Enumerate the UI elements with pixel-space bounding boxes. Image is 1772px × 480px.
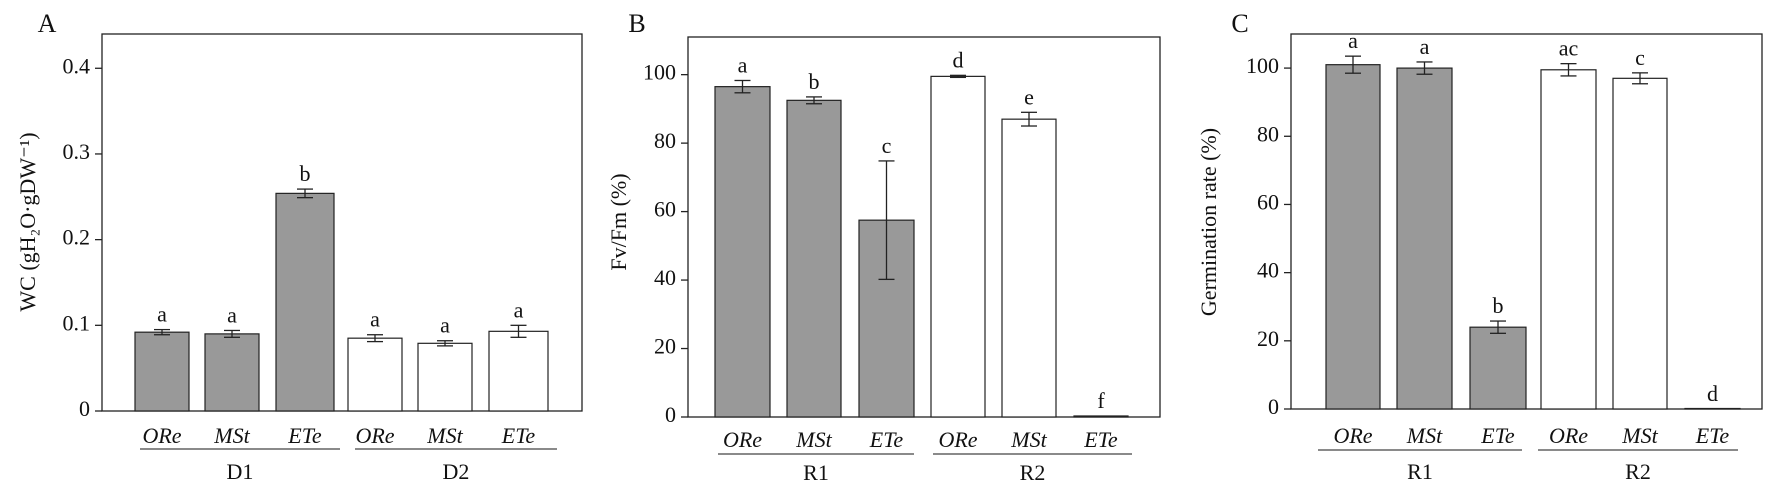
y-tick-label: 0 — [79, 396, 90, 421]
y-tick-label: 40 — [1257, 258, 1279, 283]
significance-label: e — [1024, 84, 1034, 109]
significance-label: d — [1707, 381, 1718, 406]
category-label: ORe — [723, 427, 762, 452]
significance-label: a — [157, 302, 167, 327]
category-label: ETe — [1083, 427, 1118, 452]
y-tick-label: 100 — [1246, 53, 1279, 78]
significance-label: a — [1420, 34, 1430, 59]
group-label: D1 — [227, 459, 254, 480]
significance-label: a — [738, 52, 748, 77]
panel-letter: B — [628, 9, 645, 38]
significance-label: b — [300, 161, 311, 186]
category-label: ORe — [142, 423, 181, 448]
category-label: ETe — [869, 427, 904, 452]
significance-label: a — [514, 297, 524, 322]
bar — [786, 99, 842, 418]
bar — [1684, 407, 1741, 410]
significance-label: a — [227, 302, 237, 327]
y-tick-label: 20 — [654, 334, 676, 359]
group-label: R1 — [1407, 459, 1433, 480]
significance-label: d — [953, 47, 964, 72]
y-axis-label: WC (gH₂O·gDW⁻¹) — [15, 132, 40, 311]
y-tick-label: 100 — [643, 60, 676, 85]
bar — [1396, 67, 1453, 410]
bar — [417, 342, 473, 412]
y-tick-label: 60 — [654, 197, 676, 222]
bar — [1612, 77, 1668, 410]
bar — [1001, 118, 1057, 418]
y-tick-label: 0.1 — [63, 310, 91, 335]
y-tick-label: 80 — [654, 128, 676, 153]
bar — [1073, 415, 1129, 418]
y-tick-label: 0.2 — [63, 225, 91, 250]
category-label: MSt — [1406, 423, 1443, 448]
category-label: ORe — [938, 427, 977, 452]
category-label: ETe — [287, 423, 322, 448]
significance-label: a — [1348, 28, 1358, 53]
category-label: MSt — [795, 427, 832, 452]
y-tick-label: 0.3 — [63, 139, 91, 164]
significance-label: b — [809, 69, 820, 94]
category-label: ETe — [1695, 423, 1730, 448]
category-label: MSt — [213, 423, 250, 448]
category-label: ETe — [501, 423, 536, 448]
category-label: ETe — [1480, 423, 1515, 448]
bar — [1469, 326, 1527, 410]
significance-label: c — [1635, 45, 1645, 70]
significance-label: c — [882, 133, 892, 158]
y-tick-label: 40 — [654, 265, 676, 290]
group-label: R2 — [1020, 460, 1046, 480]
bar — [347, 337, 403, 412]
y-tick-label: 80 — [1257, 121, 1279, 146]
bar — [488, 330, 549, 412]
y-tick-label: 0 — [665, 402, 676, 427]
significance-label: f — [1097, 388, 1105, 413]
y-axis-label: Fv/Fm (%) — [606, 173, 631, 270]
category-label: MSt — [1621, 423, 1658, 448]
significance-label: ac — [1559, 36, 1579, 61]
category-label: MSt — [1010, 427, 1047, 452]
group-label: D2 — [443, 459, 470, 480]
bar — [714, 86, 771, 418]
significance-label: a — [440, 313, 450, 338]
y-tick-label: 20 — [1257, 326, 1279, 351]
bar — [275, 192, 335, 412]
category-label: ORe — [1333, 423, 1372, 448]
category-label: ORe — [355, 423, 394, 448]
bar — [1540, 69, 1597, 410]
panel-letter: C — [1231, 9, 1248, 38]
group-label: R2 — [1625, 459, 1651, 480]
significance-label: b — [1493, 293, 1504, 318]
plot-frame — [101, 33, 583, 412]
plot-frame — [687, 36, 1161, 418]
panel-letter: A — [38, 9, 57, 38]
y-tick-label: 60 — [1257, 190, 1279, 215]
y-tick-label: 0 — [1268, 394, 1279, 419]
group-label: R1 — [803, 460, 829, 480]
bar — [204, 333, 260, 412]
significance-label: a — [370, 307, 380, 332]
category-label: MSt — [426, 423, 463, 448]
bar — [930, 75, 986, 418]
bar — [1325, 64, 1381, 410]
y-axis-label: Germination rate (%) — [1196, 128, 1221, 316]
y-tick-label: 0.4 — [63, 53, 91, 78]
category-label: ORe — [1549, 423, 1588, 448]
bar — [134, 331, 190, 412]
